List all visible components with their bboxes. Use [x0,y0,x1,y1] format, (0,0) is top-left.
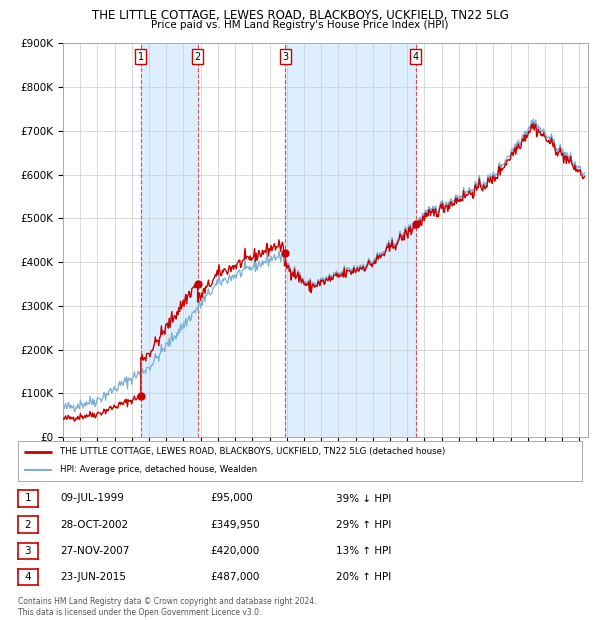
Text: 2: 2 [25,520,31,529]
Text: 20% ↑ HPI: 20% ↑ HPI [336,572,391,582]
Bar [141,43,197,437]
Text: 29% ↑ HPI: 29% ↑ HPI [336,520,391,529]
Text: 3: 3 [25,546,31,556]
Text: 39% ↓ HPI: 39% ↓ HPI [336,494,391,503]
Text: 1: 1 [25,494,31,503]
Text: 4: 4 [412,51,419,61]
Text: 23-JUN-2015: 23-JUN-2015 [60,572,126,582]
Text: THE LITTLE COTTAGE, LEWES ROAD, BLACKBOYS, UCKFIELD, TN22 5LG (detached house): THE LITTLE COTTAGE, LEWES ROAD, BLACKBOY… [60,448,446,456]
Text: £349,950: £349,950 [210,520,260,529]
Text: £420,000: £420,000 [210,546,259,556]
Text: £95,000: £95,000 [210,494,253,503]
Text: 09-JUL-1999: 09-JUL-1999 [60,494,124,503]
Text: 2: 2 [194,51,201,61]
Text: 3: 3 [282,51,288,61]
Bar [285,43,416,437]
Text: 1: 1 [138,51,144,61]
Text: THE LITTLE COTTAGE, LEWES ROAD, BLACKBOYS, UCKFIELD, TN22 5LG: THE LITTLE COTTAGE, LEWES ROAD, BLACKBOY… [92,9,508,22]
Text: 27-NOV-2007: 27-NOV-2007 [60,546,130,556]
Text: 4: 4 [25,572,31,582]
Text: £487,000: £487,000 [210,572,259,582]
Text: Price paid vs. HM Land Registry's House Price Index (HPI): Price paid vs. HM Land Registry's House … [151,20,449,30]
Text: Contains HM Land Registry data © Crown copyright and database right 2024.
This d: Contains HM Land Registry data © Crown c… [18,598,317,617]
Text: 28-OCT-2002: 28-OCT-2002 [60,520,128,529]
Text: HPI: Average price, detached house, Wealden: HPI: Average price, detached house, Weal… [60,466,257,474]
Text: 13% ↑ HPI: 13% ↑ HPI [336,546,391,556]
